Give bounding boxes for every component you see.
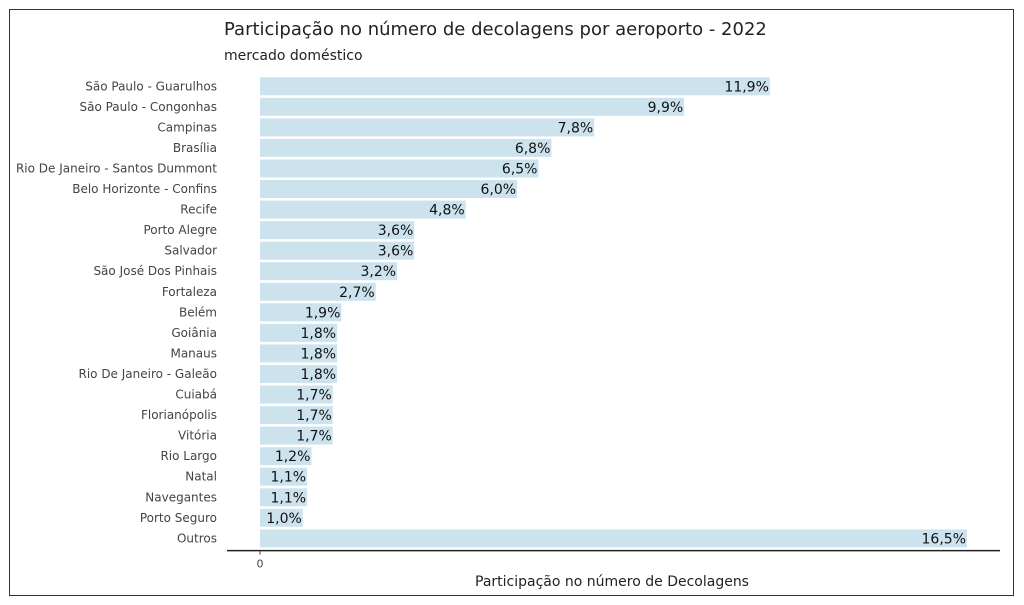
value-label: 1,8% (301, 346, 337, 362)
category-label: Outros (177, 531, 217, 545)
bar (260, 77, 770, 96)
bar (260, 365, 338, 383)
category-label: Vitória (178, 429, 217, 443)
x-ticks-group: 0 (257, 550, 264, 571)
category-label: Florianópolis (141, 408, 217, 422)
bar (260, 303, 342, 322)
category-label: Recife (180, 203, 217, 217)
value-label: 1,1% (271, 470, 307, 486)
bar (260, 221, 415, 240)
bar (260, 426, 333, 445)
bar (260, 508, 303, 527)
bar (260, 118, 595, 137)
category-labels-group: São Paulo - Guarulhos São Paulo - Congonh… (16, 79, 217, 545)
bar (260, 323, 338, 342)
category-label: Porto Seguro (140, 511, 217, 525)
value-label: 11,9% (724, 79, 768, 95)
value-label: 1,8% (301, 367, 337, 383)
value-label: 1,8% (301, 326, 337, 342)
value-label: 1,2% (275, 449, 311, 465)
category-label: Porto Alegre (143, 223, 217, 237)
category-label: São Paulo - Congonhas (79, 100, 217, 114)
chart-title: Participação no número de decolagens por… (224, 19, 767, 40)
bar (260, 529, 967, 548)
bar (260, 138, 552, 157)
category-label: Campinas (157, 120, 217, 134)
value-label: 7,8% (558, 120, 594, 136)
value-label: 1,7% (296, 388, 332, 404)
bar (260, 159, 539, 178)
category-label: Fortaleza (162, 285, 217, 299)
bar (260, 282, 376, 301)
bar (260, 180, 518, 198)
value-label: 1,1% (271, 490, 307, 506)
value-label: 1,7% (296, 429, 332, 445)
value-label: 1,9% (305, 305, 341, 321)
value-label: 3,6% (378, 223, 414, 239)
bar (260, 488, 308, 507)
value-label: 3,6% (378, 244, 414, 260)
category-label: Rio De Janeiro - Galeão (78, 367, 217, 381)
value-labels-group: 11,9% 9,9% 7,8% 6,8% 6,5% 6,0% 4,8% 3,6% 3,6% 3,2… (266, 79, 966, 547)
bar (260, 97, 685, 116)
category-label: São Paulo - Guarulhos (85, 79, 217, 93)
bars-group (260, 77, 967, 548)
x-axis-title: Participação no número de Decolagens (475, 574, 749, 590)
value-label: 3,2% (361, 264, 397, 280)
value-label: 9,9% (648, 100, 684, 116)
bar (260, 406, 333, 425)
category-label: Cuiabá (175, 388, 217, 402)
value-label: 4,8% (429, 203, 465, 219)
value-label: 16,5% (922, 531, 966, 547)
category-label: Rio De Janeiro - Santos Dummont (16, 162, 217, 176)
bar (260, 241, 415, 260)
value-label: 1,7% (296, 408, 332, 424)
category-label: Manaus (170, 346, 217, 360)
value-label: 6,8% (515, 141, 551, 157)
chart-subtitle: mercado doméstico (224, 48, 363, 64)
value-label: 6,5% (502, 162, 538, 178)
value-label: 2,7% (339, 285, 375, 301)
value-label: 1,0% (266, 511, 302, 527)
category-label: São José Dos Pinhais (93, 264, 217, 278)
bar (260, 447, 312, 466)
category-label: Rio Largo (160, 449, 217, 463)
category-label: Goiânia (171, 326, 217, 340)
bar (260, 385, 333, 404)
bar (260, 262, 398, 281)
category-label: Natal (185, 470, 217, 484)
category-label: Brasília (173, 141, 217, 155)
value-label: 6,0% (481, 182, 517, 198)
category-label: Navegantes (145, 490, 217, 504)
category-label: Salvador (164, 244, 217, 258)
category-label: Belém (179, 305, 217, 319)
bar (260, 344, 338, 363)
bar (260, 467, 308, 486)
category-label: Belo Horizonte - Confins (72, 182, 217, 196)
x-tick-label: 0 (257, 558, 264, 571)
bar (260, 200, 466, 219)
